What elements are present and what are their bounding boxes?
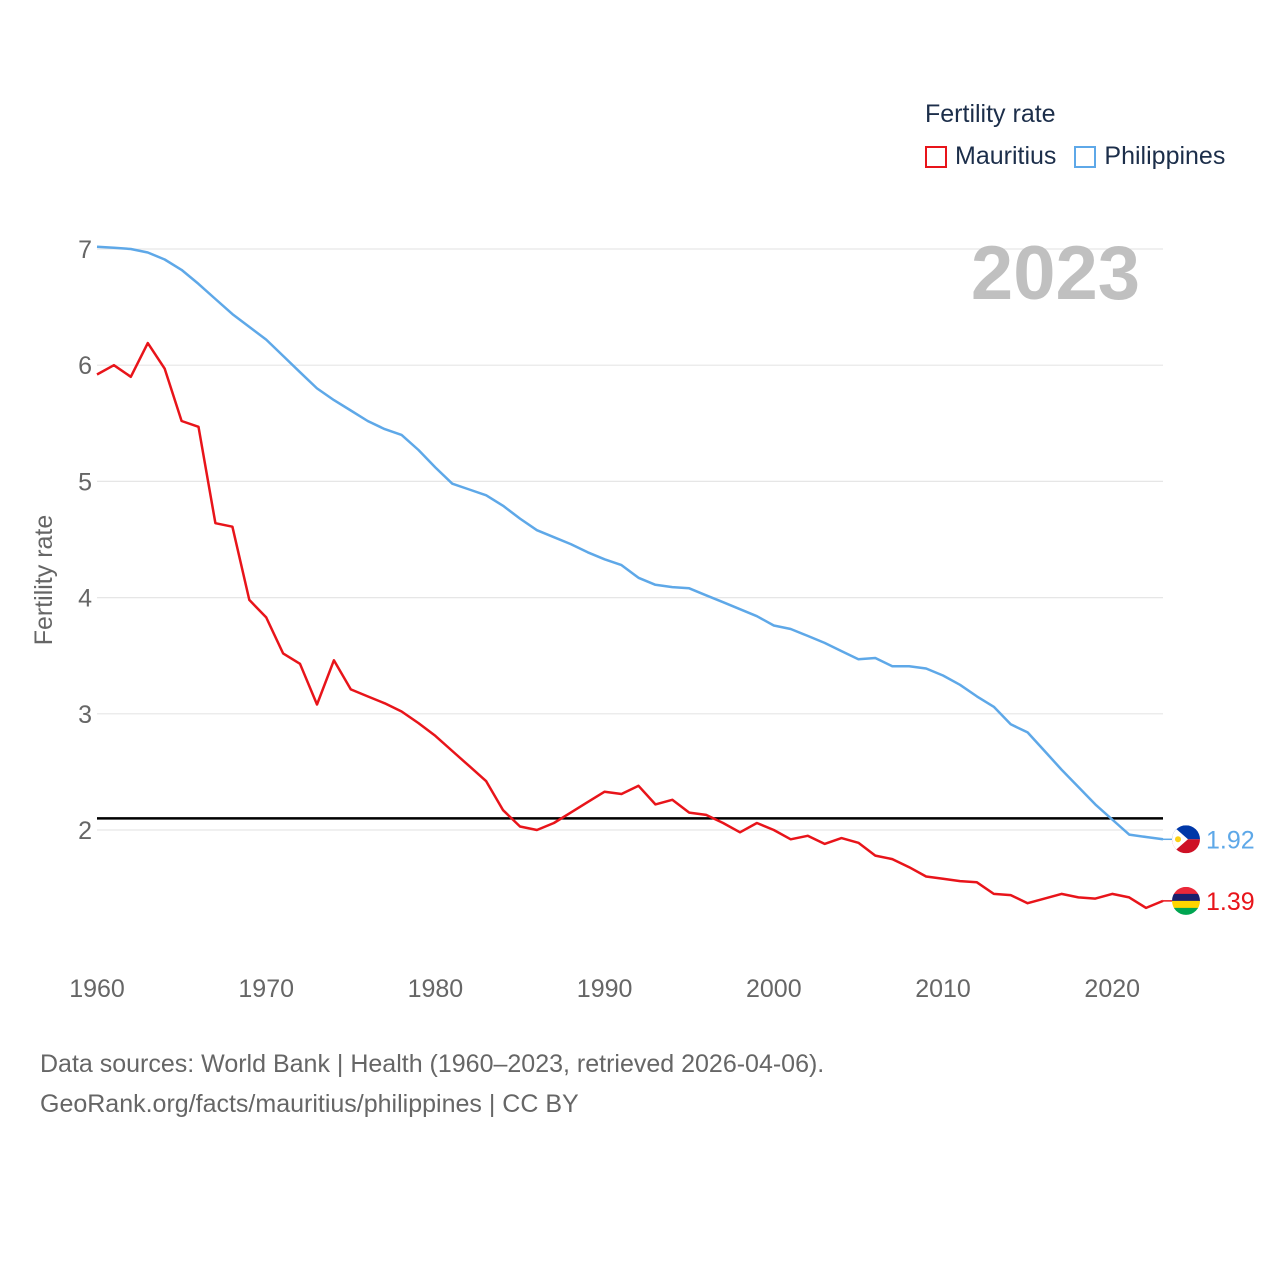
series-layer — [96, 245, 1164, 910]
series-line-mauritius[interactable] — [96, 341, 1164, 910]
x-tick-label-1980: 1980 — [408, 975, 464, 1003]
x-tick-label-2020: 2020 — [1084, 975, 1140, 1003]
source-line-1: Data sources: World Bank | Health (1960–… — [40, 1050, 825, 1078]
x-tick-label-1970: 1970 — [238, 975, 294, 1003]
y-tick-label-3: 3 — [78, 701, 92, 729]
x-tick-label-2000: 2000 — [746, 975, 802, 1003]
grid-layer — [97, 248, 1163, 831]
y-tick-label-6: 6 — [78, 352, 92, 380]
flag-philippines-icon — [1172, 825, 1200, 854]
x-tick-label-2010: 2010 — [915, 975, 971, 1003]
source-note: Data sources: World Bank | Health (1960–… — [40, 1044, 824, 1124]
y-tick-label-2: 2 — [78, 817, 92, 845]
legend-title: Fertility rate — [925, 100, 1056, 128]
y-axis-label: Fertility rate — [30, 515, 58, 646]
end-value-label-philippines: 1.92 — [1206, 826, 1255, 854]
y-tick-label-7: 7 — [78, 236, 92, 264]
year-label: 2023 — [970, 231, 1140, 316]
series-line-philippines[interactable] — [96, 245, 1164, 841]
source-line-2[interactable]: GeoRank.org/facts/mauritius/philippines … — [40, 1090, 579, 1118]
x-tick-label-1960: 1960 — [69, 975, 125, 1003]
end-value-label-mauritius: 1.39 — [1206, 888, 1255, 916]
legend: Mauritius Philippines — [925, 142, 1243, 171]
y-tick-label-4: 4 — [78, 585, 92, 613]
legend-swatch-mauritius — [925, 145, 947, 168]
y-tick-label-5: 5 — [78, 468, 92, 496]
legend-label-mauritius: Mauritius — [955, 142, 1057, 170]
flag-mauritius-icon — [1172, 886, 1200, 915]
end-labels-layer: 1.39 1.92 — [1163, 825, 1255, 916]
legend-item-mauritius[interactable]: Mauritius — [925, 142, 1056, 171]
axis-layer: 2 3 4 5 6 7 1960 1970 1980 1990 2000 2010 2020 — [69, 236, 1140, 1003]
legend-item-philippines[interactable]: Philippines — [1074, 142, 1225, 171]
legend-swatch-philippines — [1074, 145, 1097, 168]
legend-label-philippines: Philippines — [1104, 142, 1226, 170]
x-tick-label-1990: 1990 — [577, 975, 633, 1003]
